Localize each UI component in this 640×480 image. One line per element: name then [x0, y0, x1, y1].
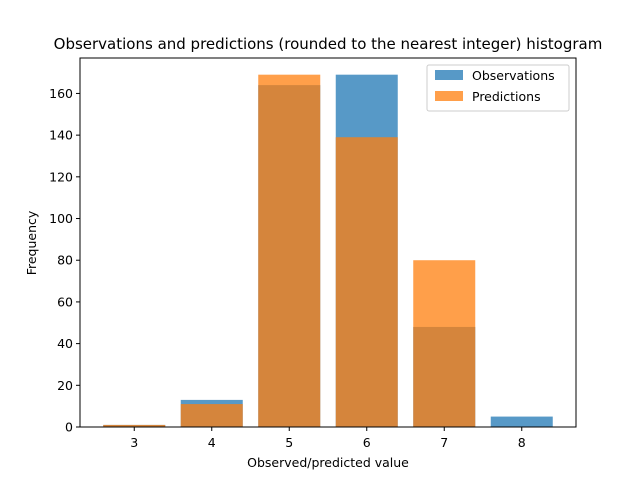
x-tick-label: 8: [518, 435, 526, 450]
legend-label-predictions: Predictions: [472, 89, 541, 104]
bar-observations-8: [490, 416, 553, 427]
plot-area-frame: [79, 57, 577, 428]
bars-layer: [103, 74, 553, 428]
y-tick-label: 60: [57, 294, 73, 309]
y-axis-ticks: 0 20 40 60 80 100 120 140 160: [49, 86, 80, 435]
bar-predictions-6: [335, 137, 398, 427]
x-axis-ticks: 3 4 5 6 7 8: [130, 427, 526, 450]
legend-swatch-predictions: [435, 91, 463, 101]
bar-predictions-3: [103, 424, 166, 427]
y-tick-label: 160: [49, 86, 73, 101]
y-tick-label: 120: [49, 169, 73, 184]
x-tick-label: 4: [208, 435, 216, 450]
legend-label-observations: Observations: [472, 68, 555, 83]
y-tick-label: 100: [49, 211, 73, 226]
x-tick-label: 5: [285, 435, 293, 450]
legend: Observations Predictions: [426, 64, 570, 112]
y-tick-label: 140: [49, 128, 73, 143]
y-tick-label: 80: [57, 253, 73, 268]
x-tick-label: 7: [440, 435, 448, 450]
y-axis-label: Frequency: [24, 210, 39, 275]
bar-predictions-4: [180, 404, 243, 427]
y-tick-label: 0: [65, 420, 73, 435]
y-tick-label: 20: [57, 378, 73, 393]
x-axis-label: Observed/predicted value: [247, 455, 409, 470]
x-tick-label: 3: [130, 435, 138, 450]
x-tick-label: 6: [363, 435, 371, 450]
axes-frame: [79, 57, 577, 428]
bar-predictions-7: [413, 260, 476, 427]
chart-title: Observations and predictions (rounded to…: [54, 35, 603, 53]
bar-predictions-5: [258, 74, 321, 427]
legend-swatch-observations: [435, 70, 463, 80]
y-tick-label: 40: [57, 336, 73, 351]
